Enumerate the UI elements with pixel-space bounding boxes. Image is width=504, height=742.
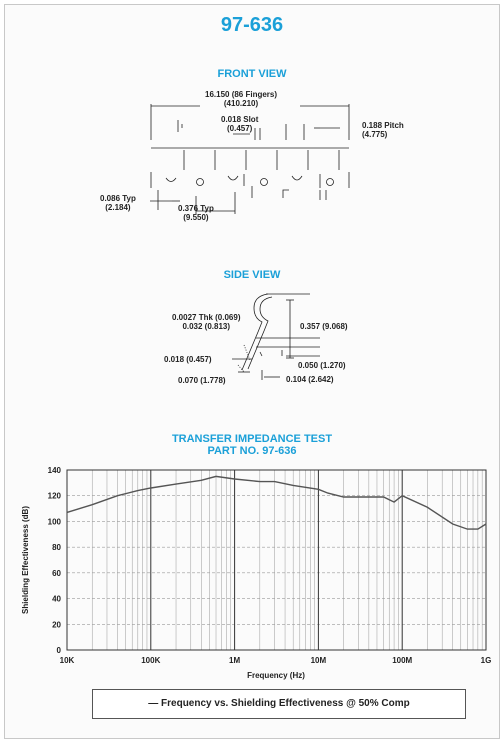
y-tick-label: 80 bbox=[52, 543, 61, 552]
y-tick-label: 0 bbox=[57, 646, 62, 655]
x-axis-label: Frequency (Hz) bbox=[247, 671, 305, 680]
chart-series bbox=[66, 475, 487, 530]
pitch-mm: (4.775) bbox=[362, 130, 388, 139]
thk-value: 0.0027 Thk (0.069) bbox=[172, 313, 241, 322]
x-tick-label: 100K bbox=[141, 656, 160, 665]
x-tick-label: 100M bbox=[392, 656, 412, 665]
thk-label: 0.0027 Thk (0.069) 0.032 (0.813) bbox=[172, 313, 240, 331]
pitch-label: 0.188 Pitch (4.775) bbox=[362, 121, 404, 139]
typ-large-mm: (9.550) bbox=[183, 213, 209, 222]
overall-length-label: 16.150 (86 Fingers) (410.210) bbox=[205, 90, 277, 108]
series-line bbox=[66, 475, 487, 530]
y-tick-label: 100 bbox=[48, 517, 62, 526]
x-tick-label: 1M bbox=[229, 656, 240, 665]
x-tick-label: 1G bbox=[481, 656, 492, 665]
side-view-title: SIDE VIEW bbox=[223, 269, 281, 281]
y-tick-label: 120 bbox=[48, 492, 62, 501]
pitch-value: 0.188 Pitch bbox=[362, 121, 404, 130]
typ-large-label: 0.376 Typ (9.550) bbox=[178, 204, 214, 222]
typ-small-value: 0.086 Typ bbox=[100, 194, 136, 203]
page-frame bbox=[4, 4, 500, 739]
dim-104-value: 0.104 (2.642) bbox=[286, 375, 334, 384]
dim-018-value: 0.018 (0.457) bbox=[164, 355, 212, 364]
overall-length-mm: (410.210) bbox=[223, 99, 259, 108]
plot-frame bbox=[66, 469, 487, 651]
y-tick-label: 60 bbox=[52, 569, 61, 578]
x-tick-label: 10M bbox=[311, 656, 327, 665]
part-number-title: 97-636 bbox=[220, 14, 284, 36]
front-view-drawing bbox=[150, 104, 350, 214]
chart-axes bbox=[66, 469, 487, 651]
chart-grid bbox=[66, 469, 486, 651]
side-view-drawing bbox=[232, 293, 320, 380]
y-axis-label: Shielding Effectiveness (dB) bbox=[21, 506, 30, 614]
y-tick-label: 40 bbox=[52, 595, 61, 604]
slot-mm: (0.457) bbox=[227, 124, 253, 133]
front-view-title: FRONT VIEW bbox=[217, 68, 287, 80]
chart-title: TRANSFER IMPEDANCE TEST bbox=[171, 433, 333, 445]
dim-050-value: 0.050 (1.270) bbox=[298, 361, 346, 370]
y-tick-label: 140 bbox=[48, 466, 62, 475]
x-tick-label: 10K bbox=[60, 656, 75, 665]
slot-value: 0.018 Slot bbox=[221, 115, 259, 124]
overall-length-value: 16.150 (86 Fingers) bbox=[205, 90, 278, 99]
chart-legend: — Frequency vs. Shielding Effectiveness … bbox=[92, 689, 466, 719]
slot-label: 0.018 Slot (0.457) bbox=[221, 115, 258, 133]
height-value: 0.357 (9.068) bbox=[300, 322, 348, 331]
typ-small-mm: (2.184) bbox=[105, 203, 131, 212]
typ-large-value: 0.376 Typ bbox=[178, 204, 214, 213]
dim-032-value: 0.032 (0.813) bbox=[182, 322, 231, 331]
typ-small-label: 0.086 Typ (2.184) bbox=[100, 194, 136, 212]
chart-ticks: 0 20 40 60 80 100 120 140 10K 100K 1M 10M 100M 1G bbox=[48, 466, 492, 665]
dim-070-value: 0.070 (1.778) bbox=[178, 376, 226, 385]
y-tick-label: 20 bbox=[52, 620, 61, 629]
chart-subtitle: PART NO. 97-636 bbox=[207, 445, 297, 457]
